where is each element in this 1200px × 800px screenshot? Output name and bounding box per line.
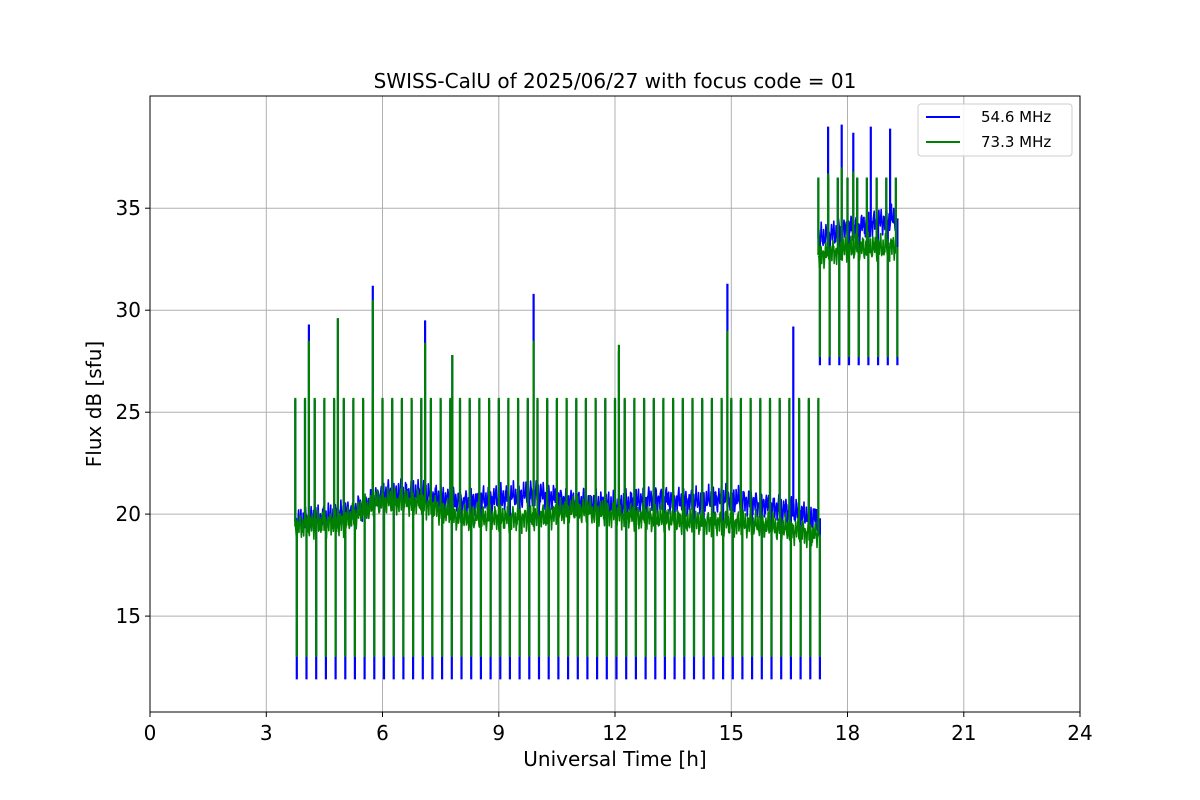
x-tick-label: 0 [144, 721, 157, 745]
x-axis-label: Universal Time [h] [523, 747, 706, 771]
y-tick-label: 20 [116, 502, 141, 526]
x-tick-label: 12 [602, 721, 627, 745]
x-tick-label: 9 [492, 721, 505, 745]
series-1 [294, 167, 899, 657]
y-tick-label: 15 [116, 604, 141, 628]
x-tick-label: 3 [260, 721, 273, 745]
x-tick-label: 21 [951, 721, 976, 745]
y-axis-label: Flux dB [sfu] [82, 341, 106, 467]
chart-title: SWISS-CalU of 2025/06/27 with focus code… [374, 69, 857, 93]
series-layer [294, 124, 899, 680]
legend: 54.6 MHz 73.3 MHz [917, 103, 1073, 157]
x-tick-label: 18 [835, 721, 860, 745]
y-tick-label: 30 [116, 298, 141, 322]
legend-label-73-mhz: 73.3 MHz [981, 133, 1051, 151]
x-tick-label: 6 [376, 721, 389, 745]
y-tick-label: 25 [116, 400, 141, 424]
x-tick-label: 24 [1067, 721, 1092, 745]
series-trace [817, 231, 897, 269]
x-tick-label: 15 [719, 721, 744, 745]
legend-label-54-mhz: 54.6 MHz [981, 108, 1051, 126]
x-axis: 0 3 6 9 12 15 18 21 24 [144, 712, 1093, 745]
y-tick-label: 35 [116, 196, 141, 220]
y-axis: 15 20 25 30 35 [116, 196, 150, 628]
